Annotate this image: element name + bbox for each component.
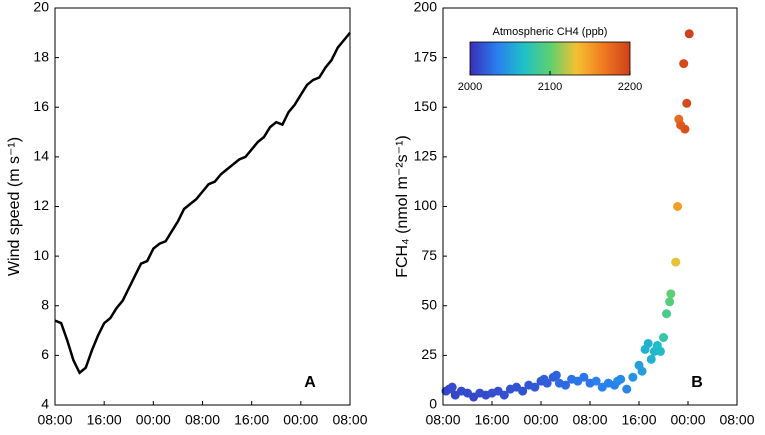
panel-letter: B	[691, 374, 703, 391]
panel-letter: A	[304, 374, 316, 391]
y-tick-label: 12	[33, 197, 49, 213]
flux-point	[616, 374, 626, 384]
flux-point	[530, 382, 540, 392]
y-tick-label: 18	[33, 48, 49, 64]
flux-point	[659, 333, 668, 343]
x-tick-label: 16:00	[621, 412, 656, 428]
colorbar-label: Atmospheric CH4 (ppb)	[493, 26, 608, 38]
flux-point	[655, 346, 665, 356]
x-tick-label: 08:00	[332, 412, 367, 428]
flux-point	[643, 338, 653, 348]
y-tick-label: 16	[33, 98, 49, 114]
y-axis-label: FCH₄ (nmol m⁻²s⁻¹)	[394, 135, 411, 278]
y-tick-label: 100	[414, 197, 438, 213]
x-tick-label: 00:00	[136, 412, 171, 428]
colorbar-tick-label: 2000	[458, 81, 482, 93]
flux-point	[447, 382, 457, 392]
flux-point	[679, 59, 689, 69]
y-tick-label: 25	[421, 346, 437, 362]
y-tick-label: 10	[33, 247, 49, 263]
y-tick-label: 175	[414, 48, 438, 64]
y-tick-label: 14	[33, 148, 49, 164]
axes-box	[54, 7, 351, 406]
flux-point	[499, 390, 509, 400]
x-tick-label: 00:00	[283, 412, 318, 428]
flux-point	[622, 384, 632, 394]
flux-point	[671, 257, 681, 267]
y-tick-label: 20	[33, 0, 49, 15]
x-tick-label: 16:00	[474, 412, 509, 428]
y-tick-label: 6	[41, 346, 49, 362]
colorbar-tick-label: 2100	[538, 81, 562, 93]
y-axis-label: Wind speed (m s⁻¹)	[6, 137, 23, 276]
flux-point	[682, 98, 692, 108]
flux-point	[551, 370, 561, 380]
x-tick-label: 08:00	[425, 412, 460, 428]
y-tick-label: 75	[421, 247, 437, 263]
colorbar	[469, 41, 631, 76]
flux-point	[591, 376, 601, 386]
flux-point	[646, 354, 656, 364]
plot-area	[441, 29, 694, 402]
flux-point	[665, 297, 675, 307]
flux-point	[666, 289, 676, 299]
y-tick-label: 8	[41, 296, 49, 312]
flux-point	[680, 124, 690, 134]
y-tick-label: 150	[414, 98, 438, 114]
colorbar-tick-label: 2200	[618, 81, 642, 93]
flux-point	[628, 372, 638, 382]
y-tick-label: 125	[414, 148, 438, 164]
x-tick-label: 08:00	[37, 412, 72, 428]
flux-point	[542, 378, 552, 388]
flux-point	[662, 309, 672, 319]
x-tick-label: 08:00	[185, 412, 220, 428]
wind-line	[54, 32, 351, 375]
y-tick-label: 200	[414, 0, 438, 15]
flux-point	[673, 202, 683, 211]
x-tick-label: 16:00	[234, 412, 269, 428]
flux-point	[637, 366, 647, 376]
flux-point	[579, 372, 589, 382]
x-tick-label: 08:00	[719, 412, 754, 428]
y-tick-label: 0	[429, 396, 437, 412]
y-tick-label: 50	[421, 296, 437, 312]
x-tick-label: 16:00	[87, 412, 122, 428]
axes-box	[442, 7, 738, 406]
x-tick-label: 00:00	[670, 412, 705, 428]
x-tick-label: 00:00	[523, 412, 558, 428]
flux-point	[684, 29, 694, 39]
x-tick-label: 08:00	[572, 412, 607, 428]
flux-point	[518, 386, 528, 396]
y-tick-label: 4	[41, 396, 49, 412]
plot-area	[54, 32, 351, 375]
flux-point	[561, 380, 570, 390]
